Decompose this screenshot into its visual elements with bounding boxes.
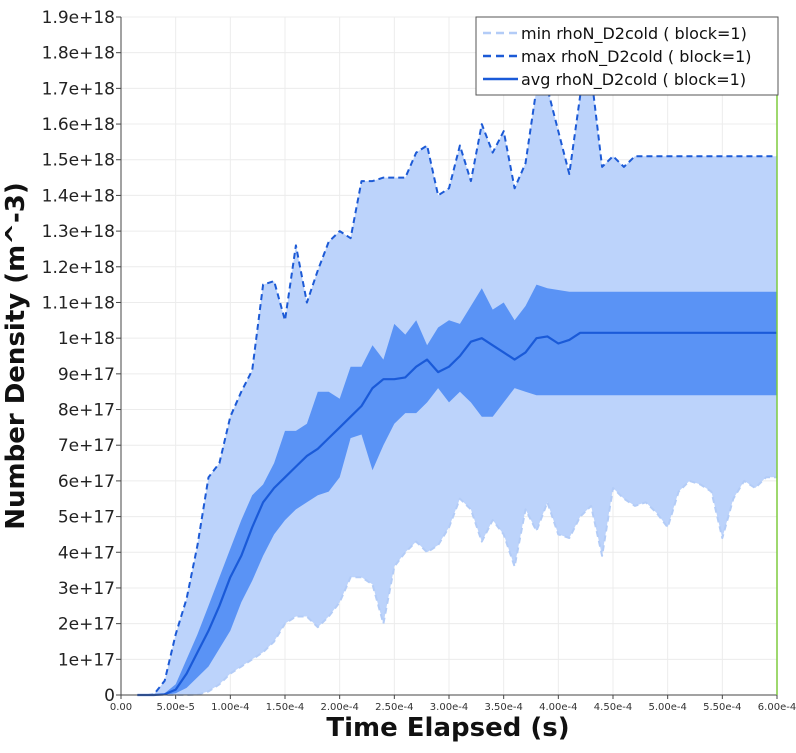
y-tick-label: 3e+17 bbox=[58, 579, 115, 599]
y-tick-label: 1.8e+18 bbox=[42, 44, 115, 64]
y-tick-label: 1.3e+18 bbox=[42, 222, 115, 242]
y-tick-labels: 0 1e+17 2e+17 3e+17 4e+17 5e+17 6e+17 7e+17 8e+1… bbox=[42, 8, 115, 706]
y-tick-label: 4e+17 bbox=[58, 543, 115, 563]
inner-band bbox=[137, 284, 777, 695]
y-axis-title: Number Density (m^-3) bbox=[1, 182, 31, 530]
y-tick-label: 9e+17 bbox=[58, 365, 115, 385]
x-tick-labels: 0.00 5.00e-5 1.00e-4 1.50e-4 2.00e-4 2.50e-4 3… bbox=[110, 702, 796, 713]
legend: min rhoN_D2cold ( block=1) max rhoN_D2co… bbox=[475, 16, 779, 96]
x-tick-label: 4.00e-4 bbox=[539, 702, 577, 713]
range-bands bbox=[137, 74, 777, 696]
y-tick-label: 1.5e+18 bbox=[42, 151, 115, 171]
y-tick-label: 1.7e+18 bbox=[42, 79, 115, 99]
y-tick-label: 2e+17 bbox=[58, 615, 115, 635]
x-tick-label: 6.00e-4 bbox=[758, 702, 796, 713]
legend-label-avg: avg rhoN_D2cold ( block=1) bbox=[521, 70, 746, 90]
y-tick-label: 7e+17 bbox=[58, 436, 115, 456]
x-tick-label: 3.00e-4 bbox=[430, 702, 468, 713]
y-tick-label: 6e+17 bbox=[58, 472, 115, 492]
x-tick-label: 0.00 bbox=[110, 702, 132, 713]
x-tick-label: 4.50e-4 bbox=[594, 702, 632, 713]
x-axis-title: Time Elapsed (s) bbox=[326, 713, 569, 743]
y-tick-label: 8e+17 bbox=[58, 401, 115, 421]
x-tick-label: 5.00e-4 bbox=[648, 702, 686, 713]
y-tick-label: 1.6e+18 bbox=[42, 115, 115, 135]
y-tick-label: 1.4e+18 bbox=[42, 186, 115, 206]
avg-series-line bbox=[137, 331, 777, 697]
y-tick-label: 1.2e+18 bbox=[42, 258, 115, 278]
y-tick-label: 1.9e+18 bbox=[42, 8, 115, 28]
legend-box bbox=[475, 16, 779, 96]
legend-label-min: min rhoN_D2cold ( block=1) bbox=[521, 24, 747, 44]
x-tick-label: 1.00e-4 bbox=[211, 702, 249, 713]
y-tick-label: 1.1e+18 bbox=[42, 293, 115, 313]
legend-label-max: max rhoN_D2cold ( block=1) bbox=[521, 47, 752, 67]
x-tick-label: 5.00e-5 bbox=[156, 702, 194, 713]
x-tick-label: 2.00e-4 bbox=[320, 702, 358, 713]
x-tick-label: 3.50e-4 bbox=[484, 702, 522, 713]
min-series-line bbox=[137, 476, 777, 696]
x-tick-label: 1.50e-4 bbox=[266, 702, 304, 713]
max-series-line bbox=[137, 73, 777, 696]
y-tick-label: 1e+17 bbox=[58, 650, 115, 670]
y-tick-label: 0 bbox=[104, 686, 115, 706]
x-tick-label: 5.50e-4 bbox=[703, 702, 741, 713]
x-tick-label: 2.50e-4 bbox=[375, 702, 413, 713]
series-lines bbox=[137, 73, 777, 697]
y-tick-label: 5e+17 bbox=[58, 508, 115, 528]
axes bbox=[116, 16, 778, 699]
y-tick-label: 1e+18 bbox=[58, 329, 115, 349]
